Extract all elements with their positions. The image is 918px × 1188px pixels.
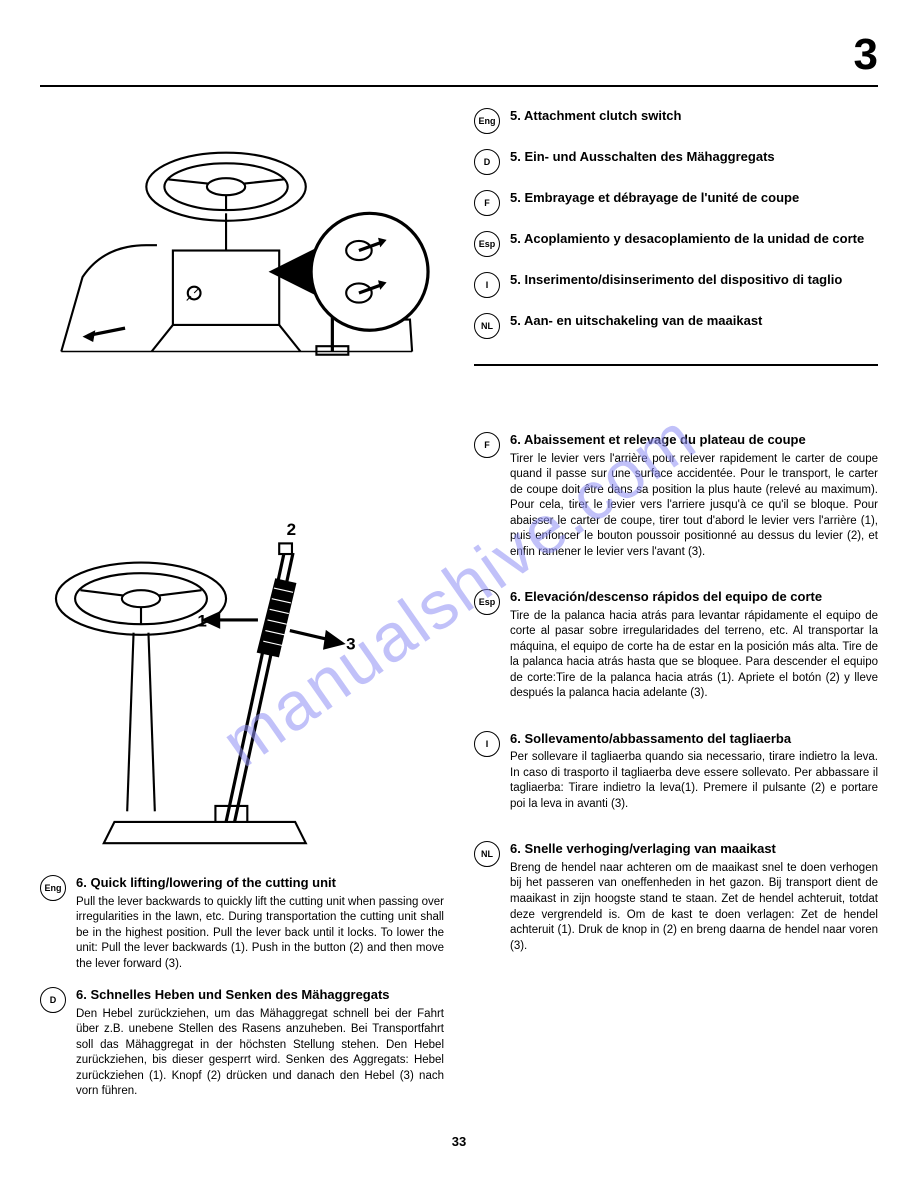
s6-d-title: 6. Schnelles Heben und Senken des Mähagg…: [76, 986, 444, 1004]
badge-eng-icon: Eng: [474, 108, 500, 134]
s6-f-body: Tirer le levier vers l'arrière pour rele…: [510, 452, 878, 561]
s6-eng-title: 6. Quick lifting/lowering of the cutting…: [76, 874, 444, 892]
s6-f-title: 6. Abaissement et relevage du plateau de…: [510, 431, 878, 449]
fig2-label-1: 1: [197, 612, 206, 631]
s6-d: D 6. Schnelles Heben und Senken des Mäha…: [40, 986, 444, 1100]
s6-esp-body: Tire de la palanca hacia atrás para leva…: [510, 609, 878, 702]
s5-eng-title: 5. Attachment clutch switch: [510, 107, 878, 125]
s5-i-title: 5. Inserimento/disinserimento del dispos…: [510, 271, 878, 289]
fig2-label-3: 3: [346, 635, 355, 654]
figure-lever: 1 2 3: [40, 503, 444, 854]
s6-i: I 6. Sollevamento/abbassamento del tagli…: [474, 730, 878, 813]
s6-d-body: Den Hebel zurückziehen, um das Mähaggreg…: [76, 1007, 444, 1100]
s6-eng-body: Pull the lever backwards to quickly lift…: [76, 895, 444, 973]
chapter-number: 3: [854, 30, 878, 79]
badge-esp-icon: Esp: [474, 589, 500, 615]
badge-eng-icon: Eng: [40, 875, 66, 901]
s6-eng: Eng 6. Quick lifting/lowering of the cut…: [40, 874, 444, 972]
s5-nl: NL 5. Aan- en uitschakeling van de maaik…: [474, 312, 878, 339]
s6-nl: NL 6. Snelle verhoging/verlaging van maa…: [474, 840, 878, 954]
s5-d-title: 5. Ein- und Ausschalten des Mähaggregats: [510, 148, 878, 166]
badge-f-icon: F: [474, 432, 500, 458]
fig2-label-2: 2: [287, 520, 296, 539]
s5-d: D 5. Ein- und Ausschalten des Mähaggrega…: [474, 148, 878, 175]
s5-eng: Eng 5. Attachment clutch switch: [474, 107, 878, 134]
section-divider: [474, 364, 878, 366]
badge-nl-icon: NL: [474, 313, 500, 339]
badge-i-icon: I: [474, 272, 500, 298]
badge-nl-icon: NL: [474, 841, 500, 867]
left-column: 1 2 3 Eng 6. Quick lifting/lowering of t…: [40, 107, 444, 1114]
badge-d-icon: D: [474, 149, 500, 175]
page-header: 3: [40, 30, 878, 87]
s6-esp-title: 6. Elevación/descenso rápidos del equipo…: [510, 588, 878, 606]
s6-nl-title: 6. Snelle verhoging/verlaging van maaika…: [510, 840, 878, 858]
badge-d-icon: D: [40, 987, 66, 1013]
s6-f: F 6. Abaissement et relevage du plateau …: [474, 431, 878, 560]
badge-esp-icon: Esp: [474, 231, 500, 257]
figure-clutch-switch: [40, 107, 444, 383]
s6-esp: Esp 6. Elevación/descenso rápidos del eq…: [474, 588, 878, 702]
s6-nl-body: Breng de hendel naar achteren om de maai…: [510, 861, 878, 954]
s5-esp: Esp 5. Acoplamiento y desacoplamiento de…: [474, 230, 878, 257]
right-column: Eng 5. Attachment clutch switch D 5. Ein…: [474, 107, 878, 1114]
s5-f-title: 5. Embrayage et débrayage de l'unité de …: [510, 189, 878, 207]
s5-i: I 5. Inserimento/disinserimento del disp…: [474, 271, 878, 298]
s5-nl-title: 5. Aan- en uitschakeling van de maaikast: [510, 312, 878, 330]
badge-i-icon: I: [474, 731, 500, 757]
s5-esp-title: 5. Acoplamiento y desacoplamiento de la …: [510, 230, 878, 248]
badge-f-icon: F: [474, 190, 500, 216]
s5-f: F 5. Embrayage et débrayage de l'unité d…: [474, 189, 878, 216]
page-number: 33: [40, 1134, 878, 1149]
s6-i-body: Per sollevare il tagliaerba quando sia n…: [510, 750, 878, 812]
s6-i-title: 6. Sollevamento/abbassamento del tagliae…: [510, 730, 878, 748]
